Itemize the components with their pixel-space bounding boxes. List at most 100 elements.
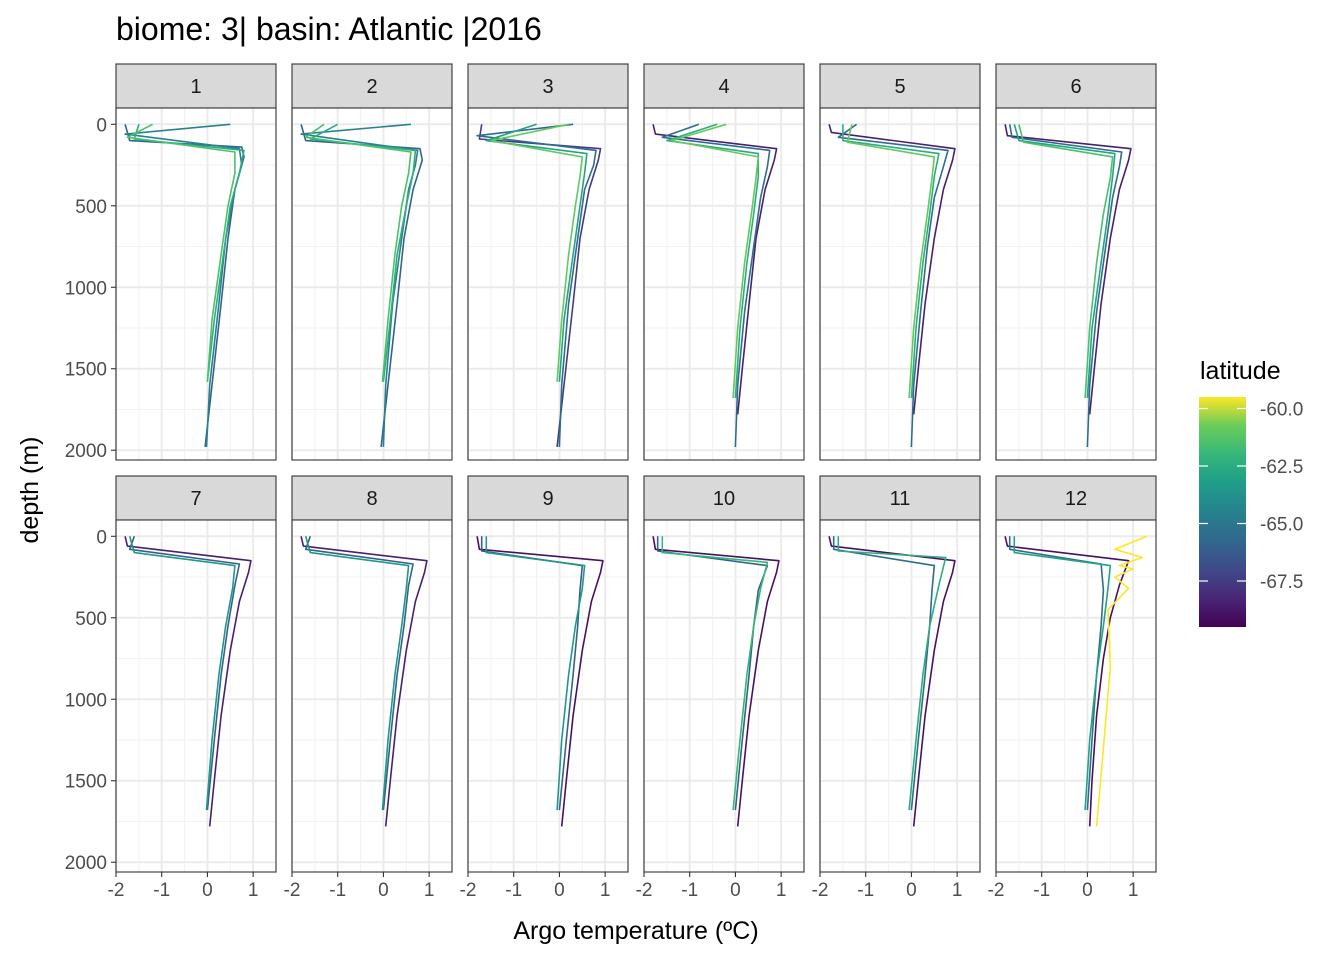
panel-background: [468, 108, 628, 460]
profile-line: [1018, 124, 1114, 399]
legend-tick-label: -65.0: [1260, 515, 1303, 536]
profile-line: [478, 124, 602, 448]
profile-line: [837, 123, 949, 448]
profile-line: [128, 536, 236, 811]
profile-line: [1004, 536, 1130, 827]
panel-background: [292, 520, 452, 872]
x-axis-title: Argo temperature (ºC): [513, 917, 758, 945]
panel-5: 5: [819, 63, 981, 461]
x-tick-label: 0: [202, 880, 213, 901]
x-tick-label: 1: [248, 880, 259, 901]
panel-border: [643, 519, 805, 873]
profile-line: [670, 123, 760, 399]
panel-border: [819, 519, 981, 873]
profile-line: [652, 124, 778, 415]
facet-strip: [115, 475, 277, 521]
panel-background: [468, 520, 628, 872]
y-tick-label: 0: [96, 527, 107, 548]
facet-strip-label: 10: [713, 488, 735, 510]
x-tick-label: -2: [284, 880, 301, 901]
x-tick-label: 0: [906, 880, 917, 901]
facet-strip-label: 8: [366, 488, 377, 510]
x-tick-label: -1: [505, 880, 522, 901]
facet-strip-label: 1: [190, 76, 201, 98]
legend-tick-label: -60.0: [1260, 400, 1303, 421]
panel-border: [291, 107, 453, 461]
y-tick-label: 1500: [65, 772, 107, 793]
facet-strip-label: 6: [1070, 76, 1081, 98]
panel-border: [115, 107, 277, 461]
facet-strip: [291, 475, 453, 521]
panel-4: 4: [643, 63, 805, 461]
profile-line: [476, 536, 604, 827]
y-axis-title: depth (m): [16, 437, 44, 544]
panel-border: [467, 519, 629, 873]
legend-ticks: -60.0 -62.5 -65.0 -67.5: [1199, 400, 1303, 593]
x-tick-label: -1: [681, 880, 698, 901]
profile-line: [661, 123, 771, 448]
profile-line: [128, 536, 241, 811]
x-tick-label: 1: [600, 880, 611, 901]
legend: latitude -60.0 -62.5 -65.0 -67.5: [1199, 357, 1303, 627]
legend-tick-label: -62.5: [1260, 457, 1303, 478]
x-tick-label: 0: [378, 880, 389, 901]
profile-line: [1004, 124, 1132, 415]
facet-strip: [467, 63, 629, 109]
panel-border: [467, 107, 629, 461]
y-tick-label: 2000: [65, 853, 107, 874]
profile-line: [126, 123, 236, 382]
facet-strip: [819, 63, 981, 109]
facet-strip-label: 12: [1065, 488, 1087, 510]
y-tick-label: 1000: [65, 690, 107, 711]
x-tick-label: 0: [554, 880, 565, 901]
facet-strip-label: 11: [890, 488, 911, 510]
profile-line: [124, 536, 252, 827]
profile-line: [661, 536, 769, 811]
profile-line: [485, 536, 586, 811]
panel-border: [995, 107, 1157, 461]
profile-line: [1013, 124, 1116, 399]
legend-tick-label: -67.5: [1260, 572, 1303, 593]
x-tick-label: -2: [460, 880, 477, 901]
y-tick-label: 2000: [65, 441, 107, 462]
x-tick-label: -1: [857, 880, 874, 901]
profile-line: [846, 124, 936, 399]
profile-line: [1008, 124, 1123, 448]
facet-strip: [291, 63, 453, 109]
panel-border: [819, 107, 981, 461]
x-tick-label: 1: [424, 880, 435, 901]
profile-line: [1008, 536, 1105, 811]
panel-10: 10 -2 -1 0 1: [636, 475, 805, 901]
chart-title: biome: 3| basin: Atlantic |2016: [116, 11, 542, 47]
panel-background: [644, 108, 804, 460]
x-tick-label: 0: [730, 880, 741, 901]
profile-line: [837, 536, 947, 811]
y-tick-label: 500: [75, 609, 107, 630]
facet-strip-label: 4: [718, 76, 729, 98]
facet-strip: [115, 63, 277, 109]
legend-colorbar: [1199, 397, 1246, 627]
panel-11: 11 -2 -1 0 1: [812, 475, 981, 901]
x-tick-label: 1: [1128, 880, 1139, 901]
panel-3: 3: [467, 63, 629, 461]
panel-background: [820, 108, 980, 460]
profile-line: [828, 536, 956, 827]
panel-border: [291, 519, 453, 873]
panel-background: [644, 520, 804, 872]
x-tick-label: 1: [776, 880, 787, 901]
profile-line: [304, 123, 412, 382]
x-tick-label: -2: [108, 880, 125, 901]
x-tick-label: 0: [1082, 880, 1093, 901]
panel-background: [116, 108, 276, 460]
panel-background: [996, 108, 1156, 460]
x-tick-label: -2: [812, 880, 829, 901]
panel-8: 8 -2 -1 0 1: [284, 475, 453, 901]
y-tick-label: 1000: [65, 278, 107, 299]
y-tick-label: 1500: [65, 360, 107, 381]
x-tick-label: -1: [1033, 880, 1050, 901]
profile-line: [490, 123, 584, 382]
y-tick-label: 0: [96, 115, 107, 136]
profile-line: [842, 124, 940, 399]
panel-12: 12 -2 -1 0 1: [988, 475, 1157, 901]
profile-line: [1095, 535, 1148, 827]
